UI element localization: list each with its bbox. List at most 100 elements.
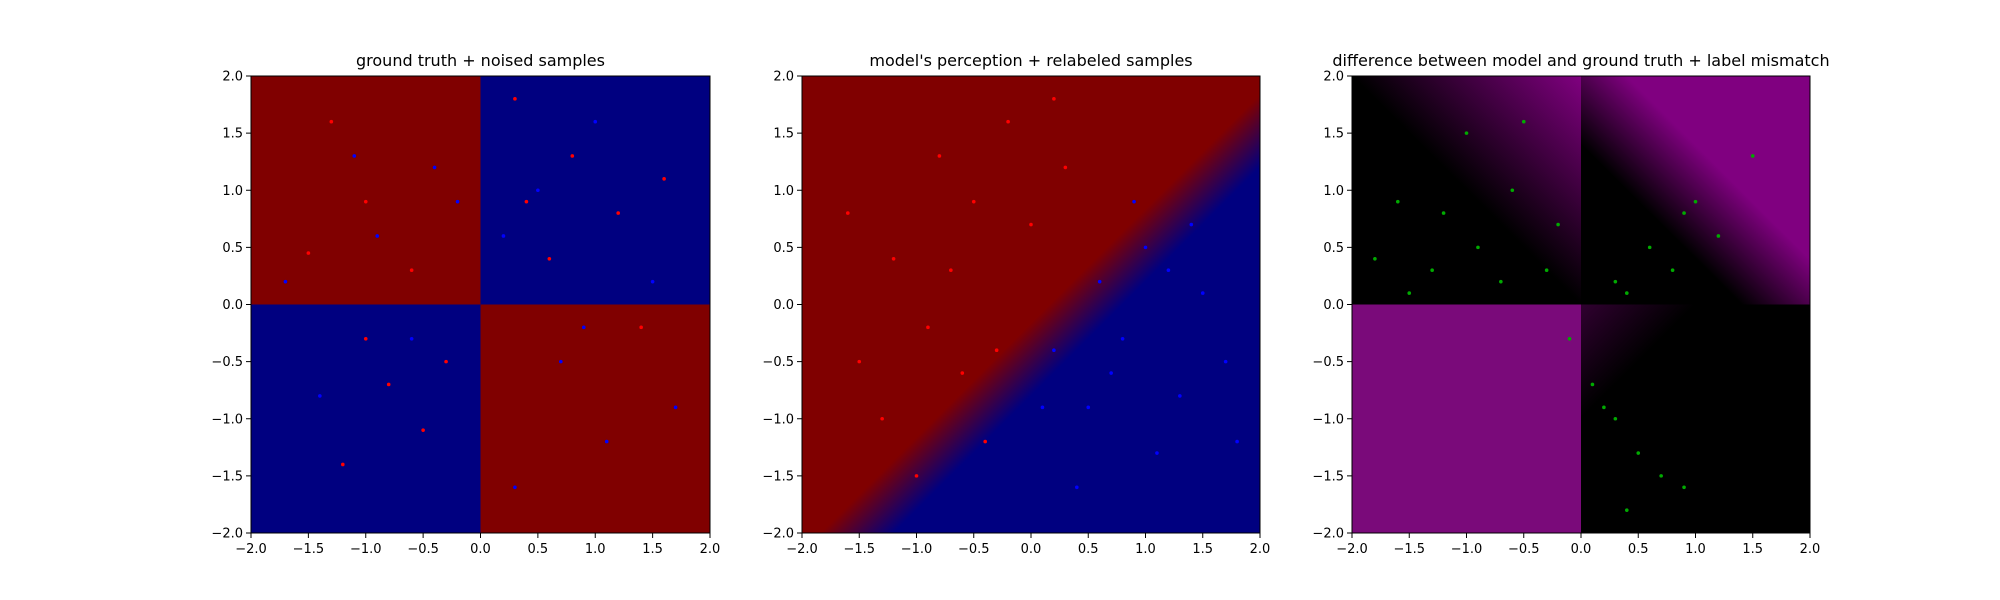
scatter-point <box>604 439 609 444</box>
scatter-point <box>593 119 598 124</box>
scatter-point <box>1659 474 1663 478</box>
scatter-point <box>1223 359 1228 364</box>
subplot-3-title: difference between model and ground trut… <box>1332 51 1829 70</box>
scatter-point <box>501 234 506 238</box>
scatter-point <box>1052 348 1056 353</box>
scatter-point <box>306 251 311 255</box>
scatter-point <box>1567 336 1572 341</box>
scatter-point <box>283 279 288 284</box>
y-tick-label: 2.0 <box>773 70 794 85</box>
subplot-2-background <box>802 76 1260 533</box>
scatter-point <box>1602 405 1606 410</box>
y-tick-label: 0.5 <box>222 241 243 256</box>
scatter-point <box>1407 291 1412 295</box>
x-tick-label: 0.0 <box>1021 542 1042 557</box>
y-tick-label: −1.0 <box>1312 412 1344 427</box>
x-tick-label: 1.0 <box>1135 542 1156 557</box>
scatter-point <box>559 359 563 364</box>
scatter-point <box>1613 416 1618 421</box>
scatter-point <box>1189 222 1194 227</box>
y-tick-label: −1.5 <box>211 469 243 484</box>
x-tick-label: 0.0 <box>1571 542 1592 557</box>
scatter-point <box>1166 268 1171 273</box>
scatter-point <box>937 154 942 158</box>
subplot-2-points <box>846 97 1239 490</box>
scatter-point <box>1521 119 1526 124</box>
x-tick-label: −0.5 <box>958 542 990 557</box>
scatter-point <box>318 394 322 398</box>
scatter-point <box>444 359 448 364</box>
subplot-1-y-axis: −2.0 −1.5 −1.0 −0.5 0.0 0.5 1.0 1.5 2.0 <box>211 70 251 542</box>
scatter-point <box>375 234 380 238</box>
scatter-point <box>1544 268 1549 273</box>
subplot-2-y-axis: −2.0 −1.5 −1.0 −0.5 0.0 0.5 1.0 1.5 2.0 <box>762 70 802 542</box>
scatter-point <box>352 154 357 158</box>
y-tick-label: 0.0 <box>773 298 794 313</box>
scatter-point <box>1052 97 1056 101</box>
x-tick-label: −1.5 <box>293 542 325 557</box>
y-tick-label: 1.5 <box>222 127 243 142</box>
scatter-point <box>1636 451 1641 455</box>
scatter-point <box>846 211 850 215</box>
subplot-2-title: model's perception + relabeled samples <box>869 51 1192 70</box>
scatter-point <box>1613 279 1618 284</box>
x-tick-label: −2.0 <box>1336 542 1368 557</box>
subplot-1: ground truth + noised samples −2.0 −1.5 −1… <box>211 51 720 557</box>
x-tick-label: −2.0 <box>235 542 267 557</box>
scatter-point <box>363 336 368 341</box>
scatter-point <box>880 416 884 421</box>
scatter-point <box>1682 485 1686 490</box>
scatter-point <box>1006 119 1010 124</box>
subplot-3: difference between model and ground trut… <box>1312 51 1829 557</box>
y-tick-label: −0.5 <box>211 355 243 370</box>
scatter-point <box>581 325 586 330</box>
y-tick-label: −2.0 <box>211 527 243 542</box>
scatter-point <box>1510 188 1515 193</box>
scatter-point <box>960 371 965 375</box>
scatter-point <box>1097 279 1102 284</box>
scatter-point <box>1086 405 1091 410</box>
y-tick-label: 2.0 <box>1323 70 1344 85</box>
quadrant-top-right <box>480 76 710 305</box>
diff-quadrant-top-right <box>1581 76 1810 305</box>
scatter-point <box>673 405 678 410</box>
y-tick-label: 1.0 <box>1323 184 1344 199</box>
x-tick-label: −2.0 <box>786 542 818 557</box>
scatter-point <box>1647 245 1652 250</box>
scatter-point <box>616 211 620 215</box>
x-tick-label: −0.5 <box>407 542 439 557</box>
diff-quadrant-bottom-right <box>1581 304 1810 533</box>
x-tick-label: −1.0 <box>350 542 382 557</box>
scatter-point <box>1200 291 1205 295</box>
scatter-point <box>1476 245 1480 250</box>
scatter-point <box>1040 405 1045 410</box>
scatter-point <box>409 336 414 341</box>
scatter-point <box>1625 508 1629 512</box>
scatter-point <box>386 382 391 387</box>
scatter-point <box>857 359 862 364</box>
scatter-point <box>639 325 643 330</box>
x-tick-label: 0.5 <box>528 542 549 557</box>
scatter-point <box>547 257 552 261</box>
scatter-point <box>1178 394 1182 398</box>
y-tick-label: 0.5 <box>773 241 794 256</box>
x-tick-label: −1.5 <box>843 542 875 557</box>
scatter-point <box>524 199 529 204</box>
scatter-point <box>1750 154 1755 158</box>
y-tick-label: −1.0 <box>762 412 794 427</box>
x-tick-label: −1.5 <box>1393 542 1425 557</box>
scatter-point <box>891 257 896 261</box>
subplot-3-x-axis: −2.0 −1.5 −1.0 −0.5 0.0 0.5 1.0 1.5 2.0 <box>1336 533 1820 557</box>
scatter-point <box>1441 211 1446 215</box>
scatter-point <box>1396 199 1400 204</box>
y-tick-label: 1.5 <box>773 127 794 142</box>
x-tick-label: 0.5 <box>1628 542 1649 557</box>
quadrant-bottom-right <box>480 304 710 533</box>
diff-quadrant-top-left <box>1352 76 1581 305</box>
y-tick-label: 1.0 <box>773 184 794 199</box>
scatter-point <box>1590 382 1595 387</box>
x-tick-label: 1.0 <box>1685 542 1706 557</box>
scatter-point <box>926 325 930 330</box>
scatter-point <box>455 199 460 204</box>
